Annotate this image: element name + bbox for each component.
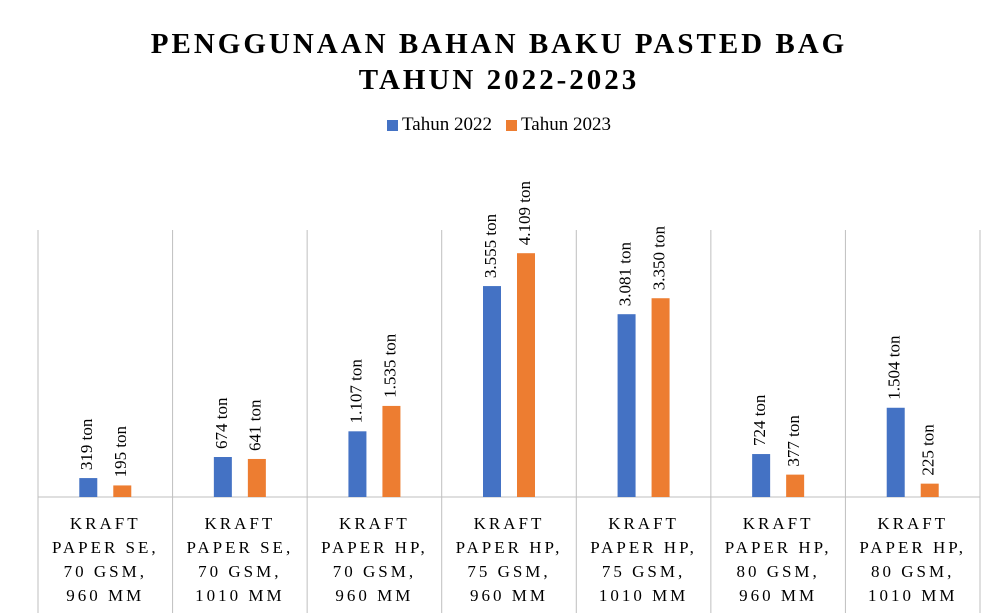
data-label: 377 ton [784, 415, 803, 467]
legend-item: Tahun 2023 [506, 114, 611, 136]
legend-item: Tahun 2022 [387, 114, 492, 136]
bar [786, 474, 805, 497]
data-label: 1.107 ton [346, 359, 365, 424]
bar [382, 405, 401, 497]
bar [617, 314, 636, 497]
data-label: 1.535 ton [380, 333, 399, 398]
x-tick-label: KRAFT PAPER HP, 80 GSM, 960 MM [724, 514, 832, 605]
legend-label: Tahun 2023 [521, 114, 611, 135]
data-label: 3.081 ton [615, 241, 634, 306]
bar [348, 431, 367, 497]
data-label: 225 ton [919, 424, 938, 476]
bar [79, 478, 98, 497]
bar [886, 407, 905, 497]
x-tick-label: KRAFT PAPER HP, 75 GSM, 960 MM [455, 514, 563, 605]
data-label: 319 ton [77, 418, 96, 470]
legend-swatch [506, 119, 517, 131]
x-tick-label: KRAFT PAPER SE, 70 GSM, 960 MM [51, 514, 159, 605]
bar [517, 253, 535, 497]
data-label: 4.109 ton [515, 180, 534, 245]
legend-label: Tahun 2022 [402, 114, 492, 135]
x-tick-label: KRAFT PAPER HP, 70 GSM, 960 MM [321, 514, 428, 605]
bar [113, 485, 132, 497]
data-label: 674 ton [212, 397, 231, 449]
data-label: 195 ton [111, 425, 130, 477]
bar [213, 457, 232, 497]
bar [483, 286, 501, 497]
x-tick-label: KRAFT PAPER HP, 80 GSM, 1010 MM [859, 514, 967, 605]
data-label: 724 ton [750, 394, 769, 446]
data-label: 3.350 ton [649, 226, 668, 291]
bar [920, 483, 939, 497]
x-tick-label: KRAFT PAPER HP, 75 GSM, 1010 MM [590, 514, 697, 605]
bar [752, 454, 771, 497]
data-label: 641 ton [246, 399, 265, 451]
legend: Tahun 2022 Tahun 2023 [0, 114, 998, 136]
data-label: 3.555 ton [481, 213, 500, 278]
chart-title: PENGGUNAAN BAHAN BAKU PASTED BAG TAHUN 2… [150, 28, 848, 96]
x-tick-label: KRAFT PAPER SE, 70 GSM, 1010 MM [186, 514, 294, 605]
legend-swatch [387, 119, 399, 131]
bar [247, 458, 266, 497]
data-label: 1.504 ton [885, 335, 904, 400]
bar [651, 298, 670, 497]
